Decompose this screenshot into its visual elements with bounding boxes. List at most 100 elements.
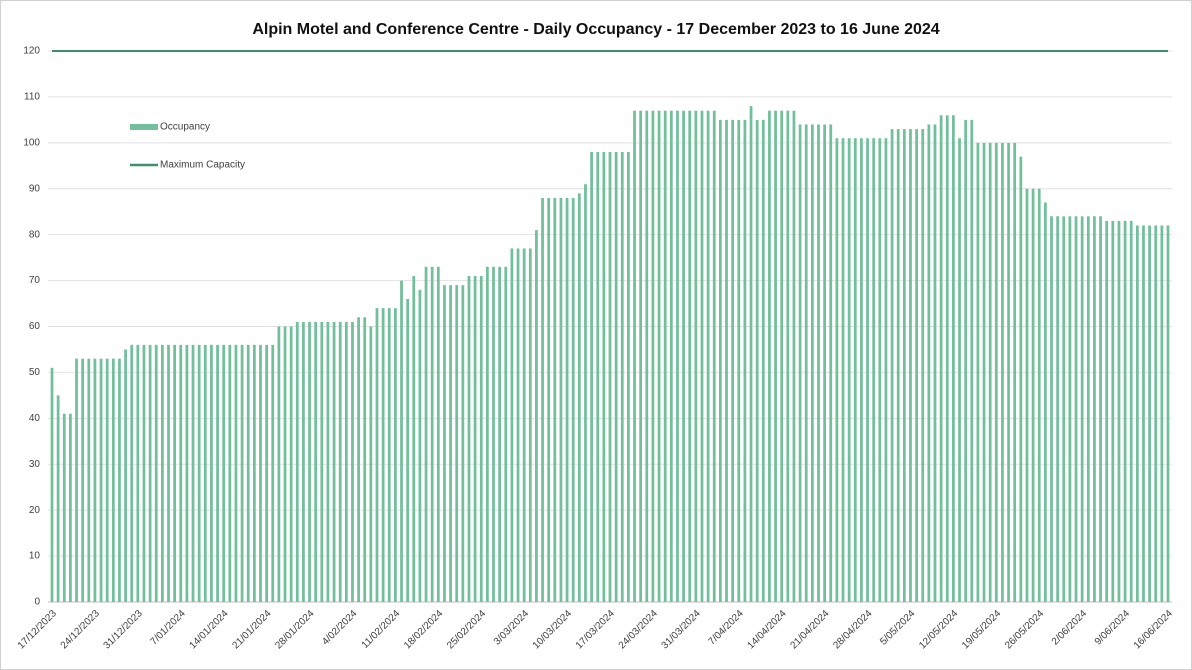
bar [706, 110, 710, 603]
bar [1154, 225, 1158, 602]
bar [994, 142, 998, 603]
bar [829, 124, 833, 602]
bar [62, 413, 66, 602]
bar [1086, 216, 1090, 603]
bar [485, 266, 489, 602]
bar [535, 230, 538, 602]
bar [945, 115, 949, 603]
bar [99, 358, 103, 602]
bar [663, 110, 667, 603]
bar [1135, 225, 1139, 602]
bar [222, 344, 226, 602]
bar [338, 321, 342, 602]
bar [761, 119, 765, 602]
bar [154, 344, 158, 602]
bar [890, 129, 894, 602]
bar [1129, 220, 1133, 602]
bar [541, 197, 544, 602]
bar [252, 344, 256, 602]
bar [596, 152, 600, 602]
bar [786, 110, 790, 603]
bar [768, 110, 771, 603]
bar [1013, 142, 1017, 603]
bar [774, 110, 777, 603]
bar [835, 138, 839, 602]
bar [50, 367, 54, 602]
bar [56, 395, 60, 602]
bar [473, 275, 477, 602]
bar [817, 124, 820, 602]
bar [277, 326, 281, 602]
bar [173, 344, 177, 602]
bar [645, 110, 649, 603]
y-tick-label: 40 [29, 413, 41, 424]
bar [755, 119, 759, 602]
bar [69, 413, 72, 602]
bar [1056, 216, 1060, 603]
bar [725, 119, 728, 602]
legend-swatch [130, 124, 158, 130]
bar [614, 152, 618, 602]
bar [1050, 216, 1053, 603]
bar [749, 106, 753, 602]
bar [1043, 202, 1047, 602]
bar [884, 138, 888, 602]
bar [731, 119, 735, 602]
bar [970, 119, 974, 602]
y-tick-label: 50 [29, 367, 41, 378]
bar [467, 275, 471, 602]
bar [608, 152, 612, 602]
bar [792, 110, 796, 603]
bar [676, 110, 679, 603]
bar [357, 317, 360, 602]
bar [700, 110, 704, 603]
bar [669, 110, 673, 603]
bar [283, 326, 287, 602]
y-tick-label: 0 [34, 597, 40, 608]
bar [81, 358, 85, 602]
bar [351, 321, 354, 602]
y-tick-label: 100 [23, 137, 40, 148]
bar [1037, 188, 1041, 602]
bar [111, 358, 115, 602]
bar [902, 129, 906, 602]
bar [412, 275, 416, 602]
bar [369, 326, 373, 602]
bar [93, 358, 97, 602]
y-tick-label: 120 [23, 46, 40, 57]
bar [246, 344, 250, 602]
bar [590, 152, 593, 602]
bar [718, 119, 722, 602]
bar [400, 280, 403, 602]
bar [860, 138, 863, 602]
bar [939, 115, 943, 603]
y-tick-label: 70 [29, 275, 41, 286]
bar [547, 197, 551, 602]
bar [185, 344, 189, 602]
bar [933, 124, 937, 602]
bar [1160, 225, 1164, 602]
bar [909, 129, 912, 602]
bar [105, 358, 109, 602]
bar [124, 349, 127, 602]
bar [1062, 216, 1066, 603]
bar [203, 344, 207, 602]
bar [853, 138, 857, 602]
bar [332, 321, 336, 602]
bar [688, 110, 692, 603]
bar [823, 124, 826, 602]
bar [228, 344, 232, 602]
bar [682, 110, 685, 603]
bar [455, 285, 459, 602]
bar [387, 308, 391, 602]
bar [694, 110, 698, 603]
bar [584, 184, 587, 603]
bar [639, 110, 643, 603]
bar [841, 138, 845, 602]
bar [1148, 225, 1151, 602]
bar [627, 152, 630, 602]
bar [982, 142, 986, 603]
bar [516, 248, 520, 603]
